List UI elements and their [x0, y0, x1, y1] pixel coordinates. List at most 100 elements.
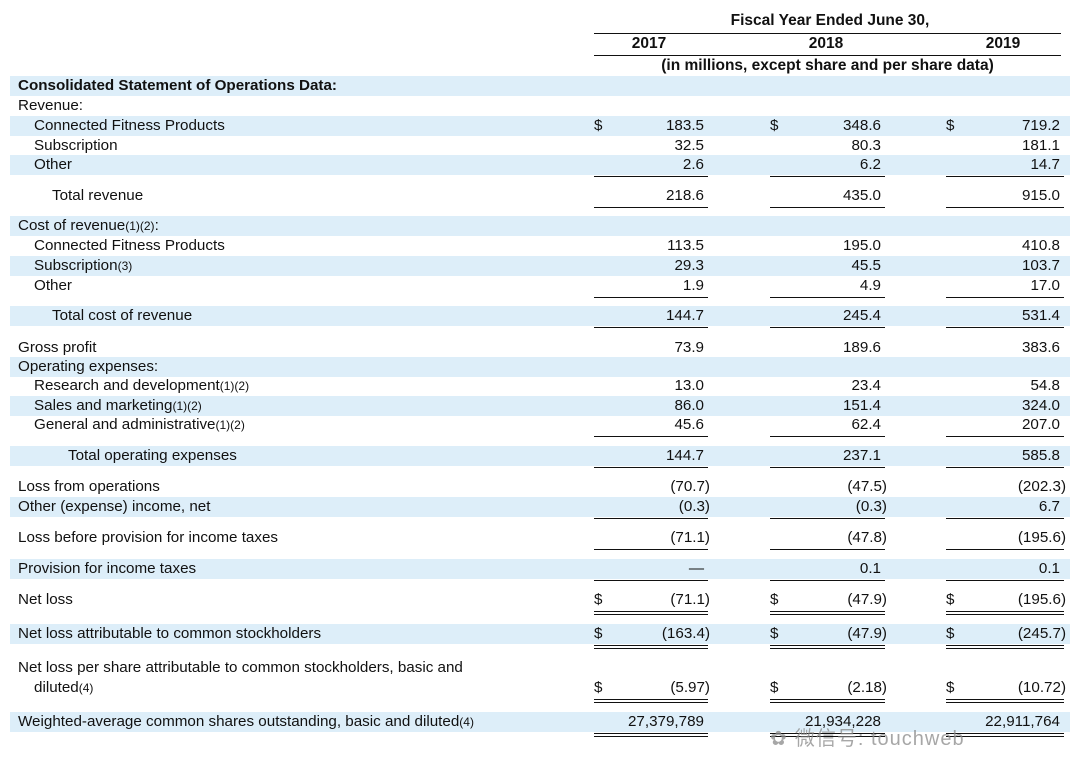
underline [946, 297, 1064, 298]
row-label: Other [34, 277, 72, 294]
cell-value: 2.6 [682, 156, 704, 173]
table-row: Connected Fitness Products 113.5 195.0 410.… [10, 236, 1070, 256]
year-2017: 2017 [631, 35, 667, 52]
cell-value: 29.3 [674, 257, 704, 274]
double-underline [770, 611, 885, 615]
cell-value: (70.7) [670, 478, 710, 495]
row-label: Net loss per share attributable to commo… [18, 659, 463, 696]
cell-value: 189.6 [842, 339, 881, 356]
cell-value: 54.8 [1030, 377, 1060, 394]
row-label: Connected Fitness Products [34, 237, 225, 254]
underline [770, 467, 885, 468]
currency-symbol: $ [946, 679, 955, 696]
cell-value: 6.7 [1038, 498, 1060, 515]
cell-value: 585.8 [1021, 447, 1060, 464]
cell-value: (5.97) [670, 679, 710, 696]
row-label: Loss before provision for income taxes [18, 529, 279, 546]
row-label: Subscription [34, 137, 118, 154]
underline [946, 207, 1064, 208]
cell-value: (195.6) [1017, 529, 1066, 546]
underline [946, 580, 1064, 581]
cell-value: 62.4 [851, 416, 881, 433]
underline [770, 518, 885, 519]
cell-value: (202.3) [1017, 478, 1066, 495]
underline [946, 436, 1064, 437]
year-2018: 2018 [808, 35, 844, 52]
row-label: Weighted-average common shares outstandi… [18, 713, 474, 730]
double-underline [946, 699, 1064, 703]
fiscal-year-caption: Fiscal Year Ended June 30, [730, 12, 930, 29]
table-row: Loss from operations (70.7) (47.5) (202.3) [10, 477, 1070, 497]
units-caption: (in millions, except share and per share… [661, 57, 994, 74]
year-rule [594, 55, 1061, 56]
currency-symbol: $ [594, 591, 603, 608]
underline [594, 297, 708, 298]
cell-value: 195.0 [842, 237, 881, 254]
row-label: Total operating expenses [68, 447, 237, 464]
row-label: Total revenue [52, 187, 144, 204]
underline [770, 297, 885, 298]
underline [594, 176, 708, 177]
currency-symbol: $ [946, 591, 955, 608]
row-label: Operating expenses: [18, 358, 159, 375]
table-row: Loss before provision for income taxes (7… [10, 528, 1070, 550]
underline [946, 549, 1064, 550]
cell-value: 237.1 [842, 447, 881, 464]
currency-symbol: $ [770, 625, 779, 642]
table-row: Subscription 32.5 80.3 181.1 [10, 136, 1070, 156]
underline [946, 327, 1064, 328]
cell-value: 6.2 [859, 156, 881, 173]
cell-value: 0.1 [859, 560, 881, 577]
row-label: Research and development(1)(2) [34, 377, 250, 394]
currency-symbol: $ [594, 625, 603, 642]
year-2019: 2019 [985, 35, 1021, 52]
double-underline [594, 611, 708, 615]
cell-value: (47.5) [847, 478, 887, 495]
cell-value: 4.9 [859, 277, 881, 294]
double-underline [594, 699, 708, 703]
cell-value: 218.6 [665, 187, 704, 204]
underline [594, 549, 708, 550]
cell-value: 144.7 [665, 447, 704, 464]
row-label: General and administrative(1)(2) [34, 416, 245, 433]
cell-value: 32.5 [674, 137, 704, 154]
cell-value: 324.0 [1021, 397, 1060, 414]
cell-value: (71.1) [670, 591, 710, 608]
double-underline [770, 733, 885, 737]
table-row: Other 1.9 4.9 17.0 [10, 276, 1070, 298]
double-underline [770, 699, 885, 703]
cell-value: 14.7 [1030, 156, 1060, 173]
row-label: Loss from operations [18, 478, 160, 495]
currency-symbol: $ [946, 117, 955, 134]
underline [594, 580, 708, 581]
row-label: Net loss [18, 591, 73, 608]
cell-value: (10.72) [1017, 679, 1066, 696]
watermark: ✿ 微信号: touchweb [770, 728, 965, 750]
table-row: Total cost of revenue 144.7 245.4 531.4 [10, 306, 1070, 328]
underline [594, 207, 708, 208]
double-underline [594, 733, 708, 737]
underline [770, 327, 885, 328]
row-label: Total cost of revenue [52, 307, 193, 324]
currency-symbol: $ [946, 625, 955, 642]
cell-value: 151.4 [842, 397, 881, 414]
underline [770, 176, 885, 177]
cell-value: 86.0 [674, 397, 704, 414]
row-label: Gross profit [18, 339, 97, 356]
cell-value: 144.7 [665, 307, 704, 324]
row-label: Net loss attributable to common stockhol… [18, 625, 322, 642]
cell-value: 531.4 [1021, 307, 1060, 324]
double-underline [946, 611, 1064, 615]
cell-value: 45.6 [674, 416, 704, 433]
currency-symbol: $ [594, 679, 603, 696]
table-row: Revenue: [10, 96, 1070, 116]
cell-value: — [688, 560, 704, 577]
table-row: Provision for income taxes — 0.1 0.1 [10, 559, 1070, 581]
cell-value: 183.5 [665, 117, 704, 134]
underline [946, 518, 1064, 519]
double-underline [946, 645, 1064, 649]
cell-value: 383.6 [1021, 339, 1060, 356]
cell-value: 21,934,228 [804, 713, 881, 730]
row-label: Cost of revenue(1)(2): [18, 217, 159, 234]
row-label: Connected Fitness Products [34, 117, 225, 134]
